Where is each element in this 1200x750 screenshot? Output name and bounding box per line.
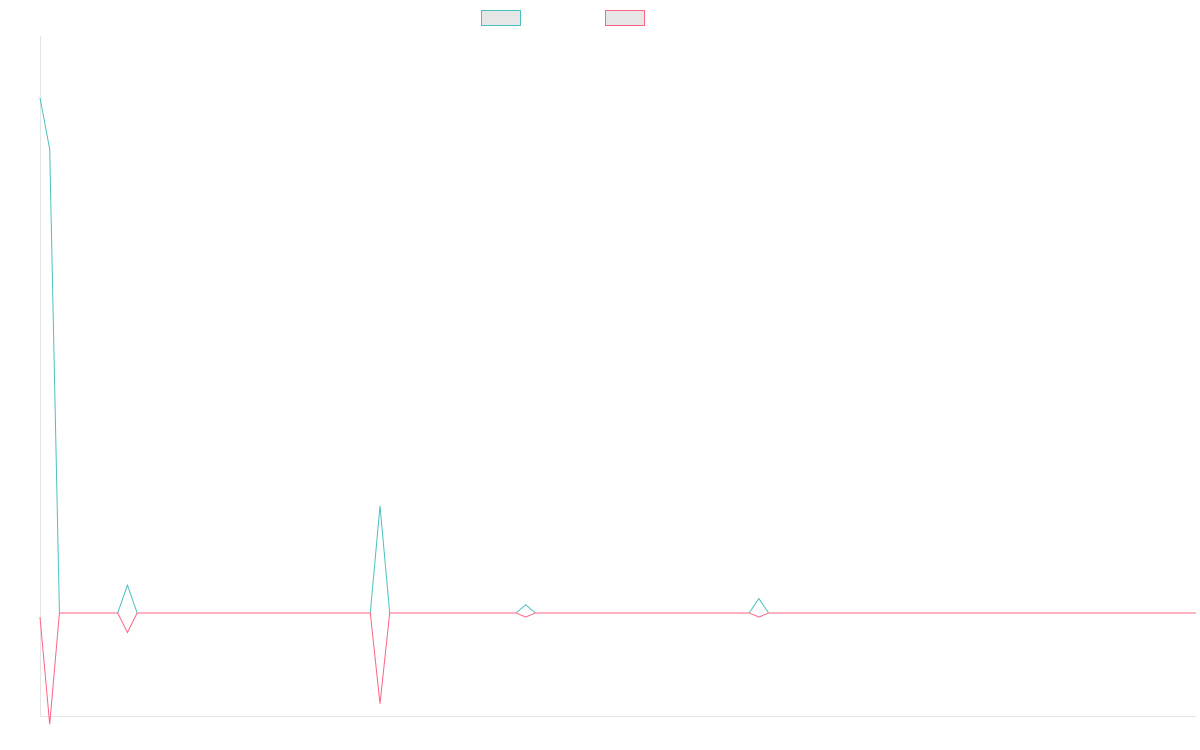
legend-swatch-series-1 — [481, 10, 521, 26]
series-1-line — [39, 97, 1196, 614]
axes — [40, 36, 1196, 717]
legend — [481, 10, 645, 26]
series-layer — [39, 97, 1196, 725]
series-2-line — [39, 612, 1196, 725]
legend-swatch-series-2 — [605, 10, 645, 26]
